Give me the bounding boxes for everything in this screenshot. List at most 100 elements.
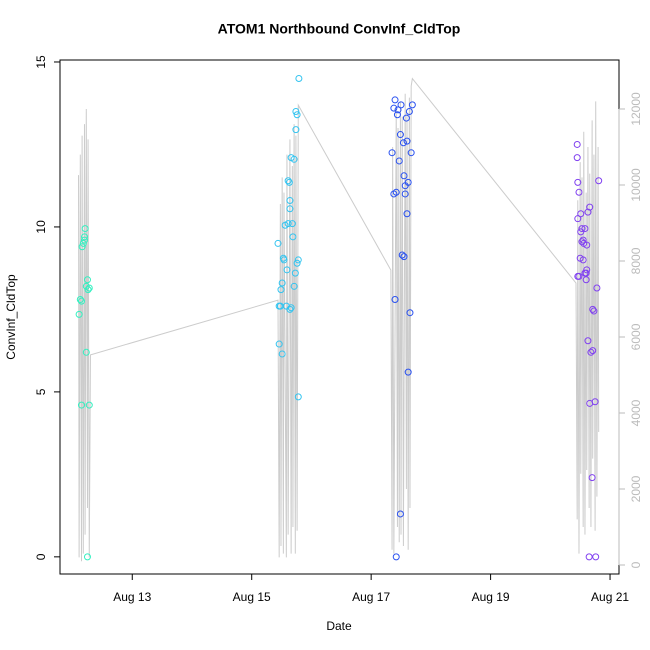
point — [295, 74, 303, 82]
point — [287, 304, 295, 312]
point — [407, 149, 415, 157]
point — [80, 233, 88, 241]
point — [79, 239, 87, 247]
point — [289, 233, 297, 241]
point — [573, 154, 581, 162]
point — [78, 401, 85, 409]
y2-tick-label: 8000 — [629, 247, 643, 274]
point — [278, 350, 286, 358]
point — [573, 140, 581, 148]
point — [81, 225, 89, 233]
point — [406, 309, 414, 317]
point — [581, 225, 589, 233]
point — [405, 107, 413, 115]
y-tick-label: 10 — [34, 220, 48, 234]
point — [584, 208, 592, 216]
point — [85, 401, 93, 409]
y2-tick-label: 0 — [629, 561, 643, 568]
point — [84, 286, 92, 294]
point — [396, 131, 404, 139]
point — [587, 348, 595, 356]
point — [579, 256, 587, 264]
point — [390, 104, 398, 112]
point — [398, 251, 406, 259]
point — [582, 276, 590, 284]
point — [577, 210, 585, 218]
point — [83, 276, 91, 284]
y-axis-label: ConvInf_CldTop — [4, 274, 18, 360]
point — [290, 155, 298, 163]
point — [392, 188, 400, 196]
y-tick-label: 0 — [34, 553, 48, 560]
point — [284, 177, 292, 185]
point — [277, 286, 285, 294]
point — [80, 236, 88, 244]
line — [78, 77, 600, 562]
point — [582, 269, 590, 277]
point — [278, 279, 286, 287]
x-tick-label: Aug 19 — [472, 590, 510, 604]
point — [403, 137, 411, 145]
point — [589, 347, 597, 355]
point — [588, 474, 596, 482]
point — [393, 111, 401, 119]
point — [583, 241, 591, 249]
x-tick-label: Aug 13 — [113, 590, 151, 604]
point — [293, 259, 301, 267]
y2-tick-label: 10000 — [629, 168, 643, 202]
point — [400, 172, 408, 180]
point — [286, 205, 294, 213]
point — [403, 210, 411, 218]
x-tick-label: Aug 15 — [233, 590, 271, 604]
point — [593, 284, 601, 292]
point — [585, 553, 593, 561]
point — [83, 553, 91, 561]
point — [395, 157, 403, 165]
x-tick-label: Aug 17 — [352, 590, 390, 604]
point — [397, 101, 405, 109]
point — [292, 107, 300, 115]
point — [399, 139, 407, 147]
chart-title: ATOM1 Northbound ConvInf_CldTop — [218, 21, 461, 37]
point — [85, 284, 93, 292]
y2-tick-label: 6000 — [629, 323, 643, 350]
point — [294, 256, 302, 264]
point — [590, 307, 598, 315]
x-tick-label: Aug 21 — [591, 590, 629, 604]
point — [595, 177, 603, 185]
point — [391, 96, 399, 104]
point — [583, 266, 591, 274]
point — [76, 296, 84, 304]
point — [275, 340, 283, 348]
point — [400, 253, 408, 261]
y-tick-label: 15 — [34, 55, 48, 69]
point — [288, 220, 296, 228]
point — [575, 188, 583, 196]
point — [589, 305, 597, 313]
point — [274, 239, 282, 247]
point — [78, 297, 85, 305]
point — [78, 243, 86, 251]
x-axis-label: Date — [326, 619, 352, 633]
point — [574, 215, 582, 223]
point — [584, 337, 592, 345]
point — [286, 197, 294, 205]
point — [283, 266, 291, 274]
y2-tick-label: 4000 — [629, 399, 643, 426]
point — [404, 178, 412, 186]
point — [574, 178, 582, 186]
point — [579, 236, 587, 244]
point — [408, 101, 416, 109]
point — [280, 256, 288, 264]
y2-tick-label: 12000 — [629, 92, 643, 126]
plot-box — [59, 59, 620, 575]
point — [396, 510, 404, 518]
point — [577, 228, 585, 236]
y-tick-label: 5 — [34, 388, 48, 395]
point — [591, 398, 599, 406]
point — [292, 126, 300, 134]
point — [578, 225, 586, 233]
point — [294, 393, 302, 401]
point — [75, 310, 83, 318]
